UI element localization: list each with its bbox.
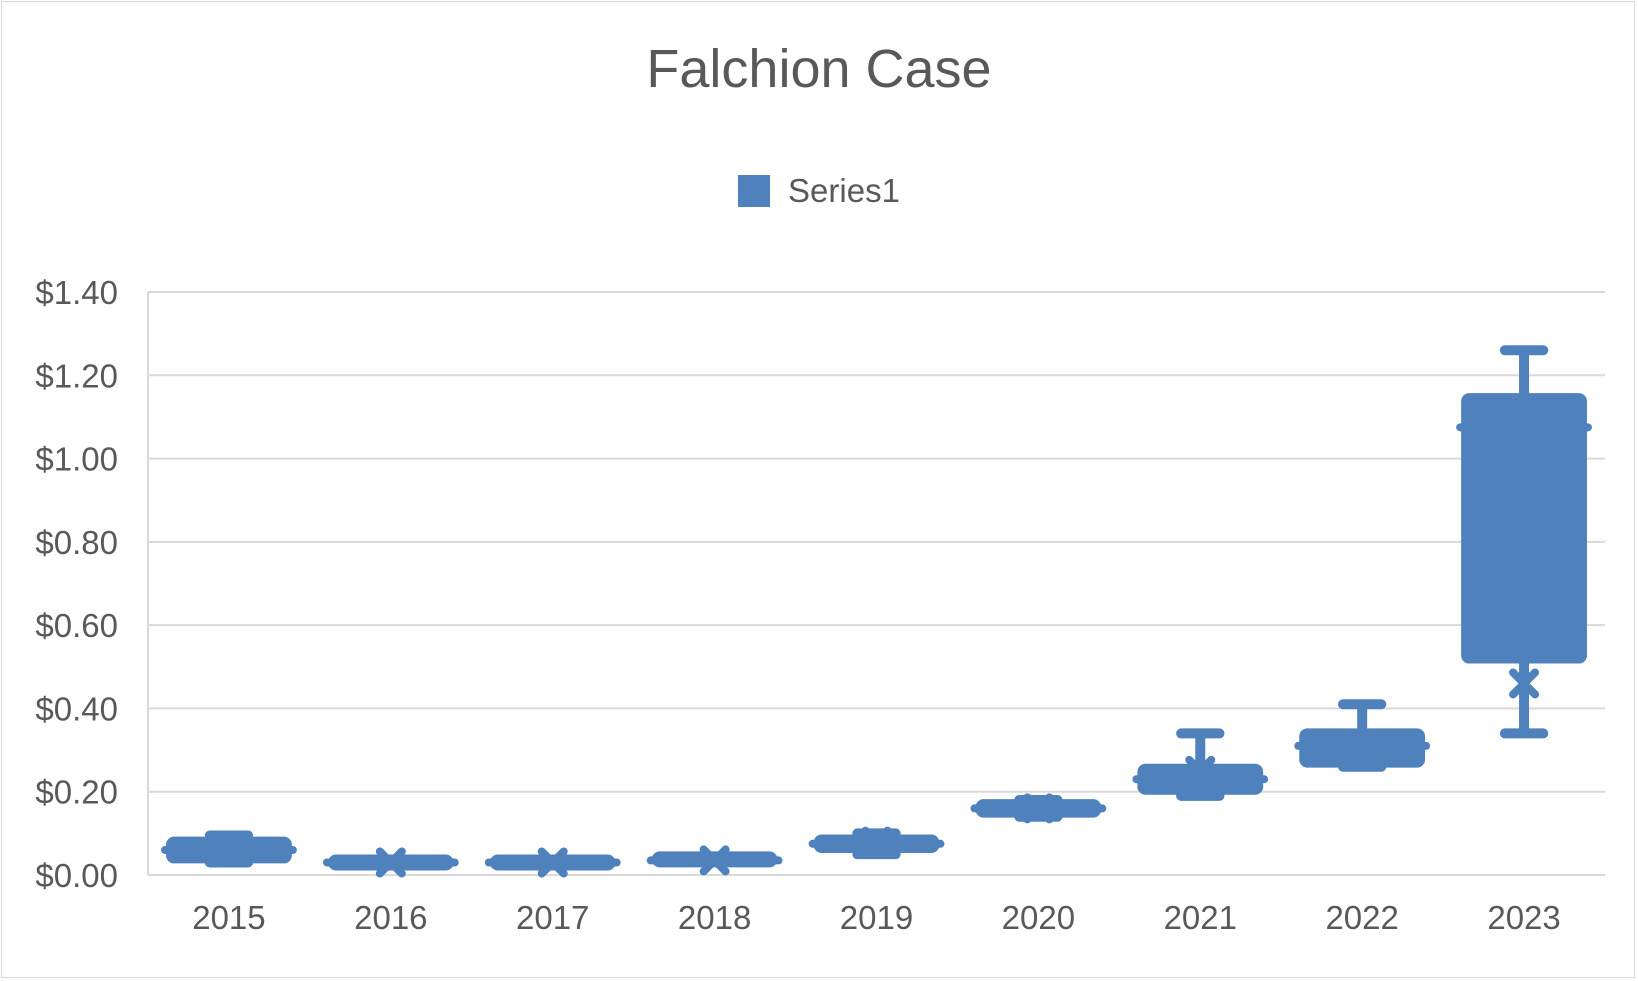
x-tick-label: 2021 [1164,899,1237,936]
chart-title: Falchion Case [646,39,992,99]
y-tick-label: $0.40 [35,690,118,727]
y-tick-label: $0.60 [35,607,118,644]
box [1461,393,1587,664]
mean-marker [375,847,406,878]
x-tick-label: 2020 [1002,899,1075,936]
mean-marker [537,847,568,878]
mean-marker [1023,793,1054,824]
x-tick-label: 2023 [1487,899,1560,936]
mean-marker [1185,755,1216,786]
y-tick-label: $0.20 [35,774,118,811]
legend-label: Series1 [788,172,900,209]
mean-marker [861,826,892,857]
legend-swatch [738,175,771,207]
x-tick-label: 2017 [516,899,589,936]
y-tick-label: $1.40 [35,274,118,311]
x-tick-label: 2022 [1325,899,1398,936]
mean-marker [1347,730,1378,761]
y-tick-label: $1.00 [35,441,118,478]
x-tick-label: 2019 [840,899,913,936]
y-tick-label: $1.20 [35,357,118,394]
x-tick-label: 2018 [678,899,751,936]
x-tick-label: 2015 [192,899,265,936]
mean-marker [1509,668,1540,699]
y-tick-label: $0.80 [35,524,118,561]
legend: Series1 [0,172,1638,210]
mean-marker [213,835,244,866]
mean-marker [699,845,730,876]
x-tick-label: 2016 [354,899,427,936]
y-tick-label: $0.00 [35,857,118,894]
